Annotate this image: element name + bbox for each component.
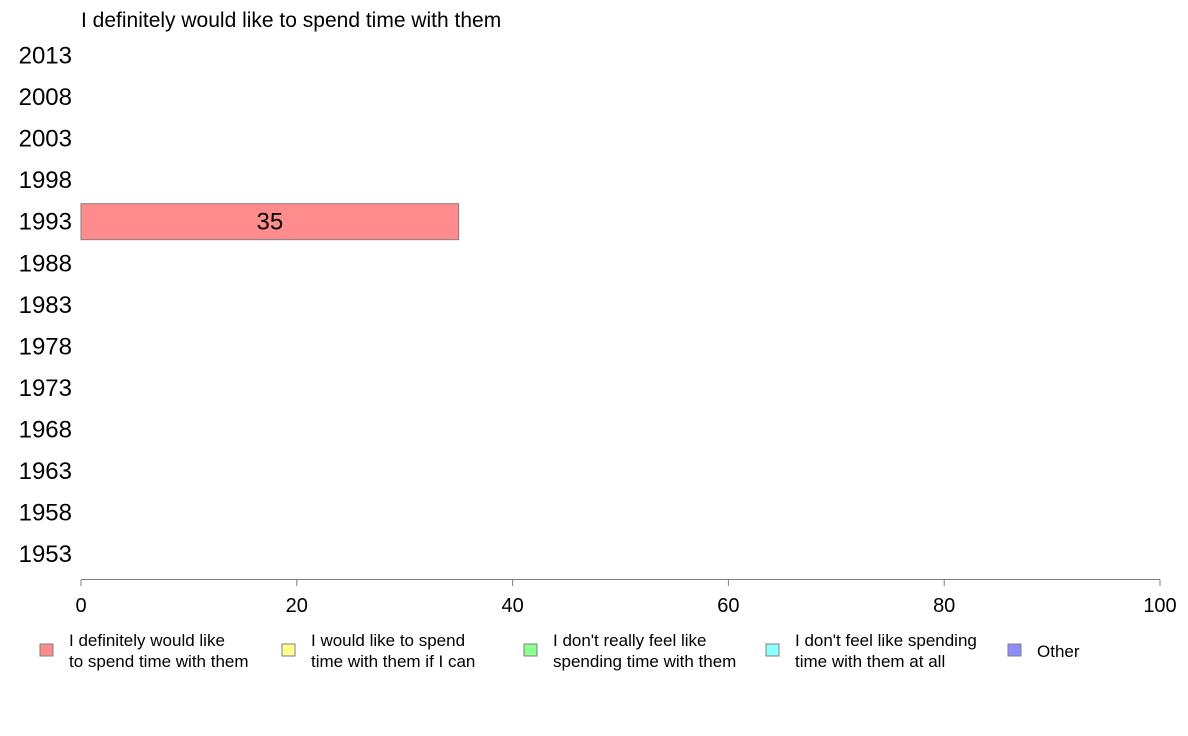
legend-label-4: Other [1037,642,1080,661]
y-tick-label-1973: 1973 [19,375,72,402]
y-tick-label-2003: 2003 [19,126,72,153]
bar-1993-series-0 [80,203,460,241]
legend-label-2: I don't really feel like spending time wi… [553,631,736,671]
x-tick-label-80: 80 [933,595,955,617]
legend-swatch-0 [39,643,54,657]
legend-label-3: I don't feel like spending time with them… [795,631,977,671]
y-tick-label-2013: 2013 [19,43,72,70]
x-tick-label-100: 100 [1143,595,1176,617]
x-tick-label-60: 60 [717,595,739,617]
x-axis: 0 20 40 60 80 100 [75,579,1177,617]
y-tick-label-1958: 1958 [19,500,72,527]
legend-swatch-2 [523,643,538,657]
y-tick-label-1963: 1963 [19,458,72,485]
legend-label-0: I definitely would like to spend time wit… [69,631,249,671]
chart-title: I definitely would like to spend time wi… [81,9,501,32]
y-axis-labels: 2013 2008 2003 1998 1993 1988 1983 1978 1973 1968… [19,43,72,569]
bars: 35 [80,203,460,241]
bar-label-1993-series-0: 35 [256,209,283,236]
y-tick-label-1998: 1998 [19,167,72,194]
x-tick-label-0: 0 [75,595,86,617]
legend-swatch-4 [1007,643,1022,657]
y-tick-label-1993: 1993 [19,209,72,236]
y-tick-label-1983: 1983 [19,292,72,319]
y-tick-label-2008: 2008 [19,84,72,111]
y-tick-label-1953: 1953 [19,541,72,568]
x-tick-label-40: 40 [501,595,523,617]
y-tick-label-1988: 1988 [19,250,72,277]
y-tick-label-1968: 1968 [19,416,72,443]
legend-swatch-3 [765,643,780,657]
legend: I definitely would like to spend time wit… [39,631,1080,671]
legend-label-1: I would like to spend time with them if I… [311,631,475,671]
legend-swatch-1 [281,643,296,657]
y-tick-label-1978: 1978 [19,333,72,360]
x-tick-label-20: 20 [286,595,308,617]
